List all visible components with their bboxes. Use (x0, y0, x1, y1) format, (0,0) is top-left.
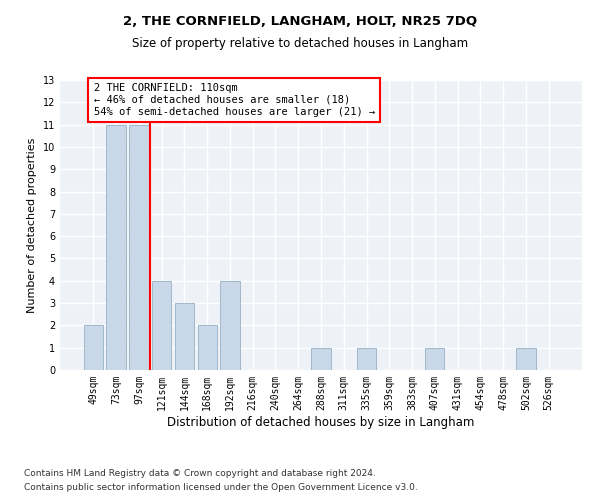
Y-axis label: Number of detached properties: Number of detached properties (27, 138, 37, 312)
X-axis label: Distribution of detached houses by size in Langham: Distribution of detached houses by size … (167, 416, 475, 428)
Bar (516, 348, 536, 370)
Bar (106, 124, 126, 370)
Bar (129, 124, 149, 370)
Text: 2, THE CORNFIELD, LANGHAM, HOLT, NR25 7DQ: 2, THE CORNFIELD, LANGHAM, HOLT, NR25 7D… (123, 15, 477, 28)
Bar (357, 348, 376, 370)
Bar (175, 303, 194, 370)
Text: 2 THE CORNFIELD: 110sqm
← 46% of detached houses are smaller (18)
54% of semi-de: 2 THE CORNFIELD: 110sqm ← 46% of detache… (94, 84, 375, 116)
Text: Contains HM Land Registry data © Crown copyright and database right 2024.: Contains HM Land Registry data © Crown c… (24, 468, 376, 477)
Bar (311, 348, 331, 370)
Text: Contains public sector information licensed under the Open Government Licence v3: Contains public sector information licen… (24, 484, 418, 492)
Bar (197, 326, 217, 370)
Bar (220, 281, 239, 370)
Text: Size of property relative to detached houses in Langham: Size of property relative to detached ho… (132, 38, 468, 51)
Bar (152, 281, 172, 370)
Bar (84, 326, 103, 370)
Bar (425, 348, 445, 370)
